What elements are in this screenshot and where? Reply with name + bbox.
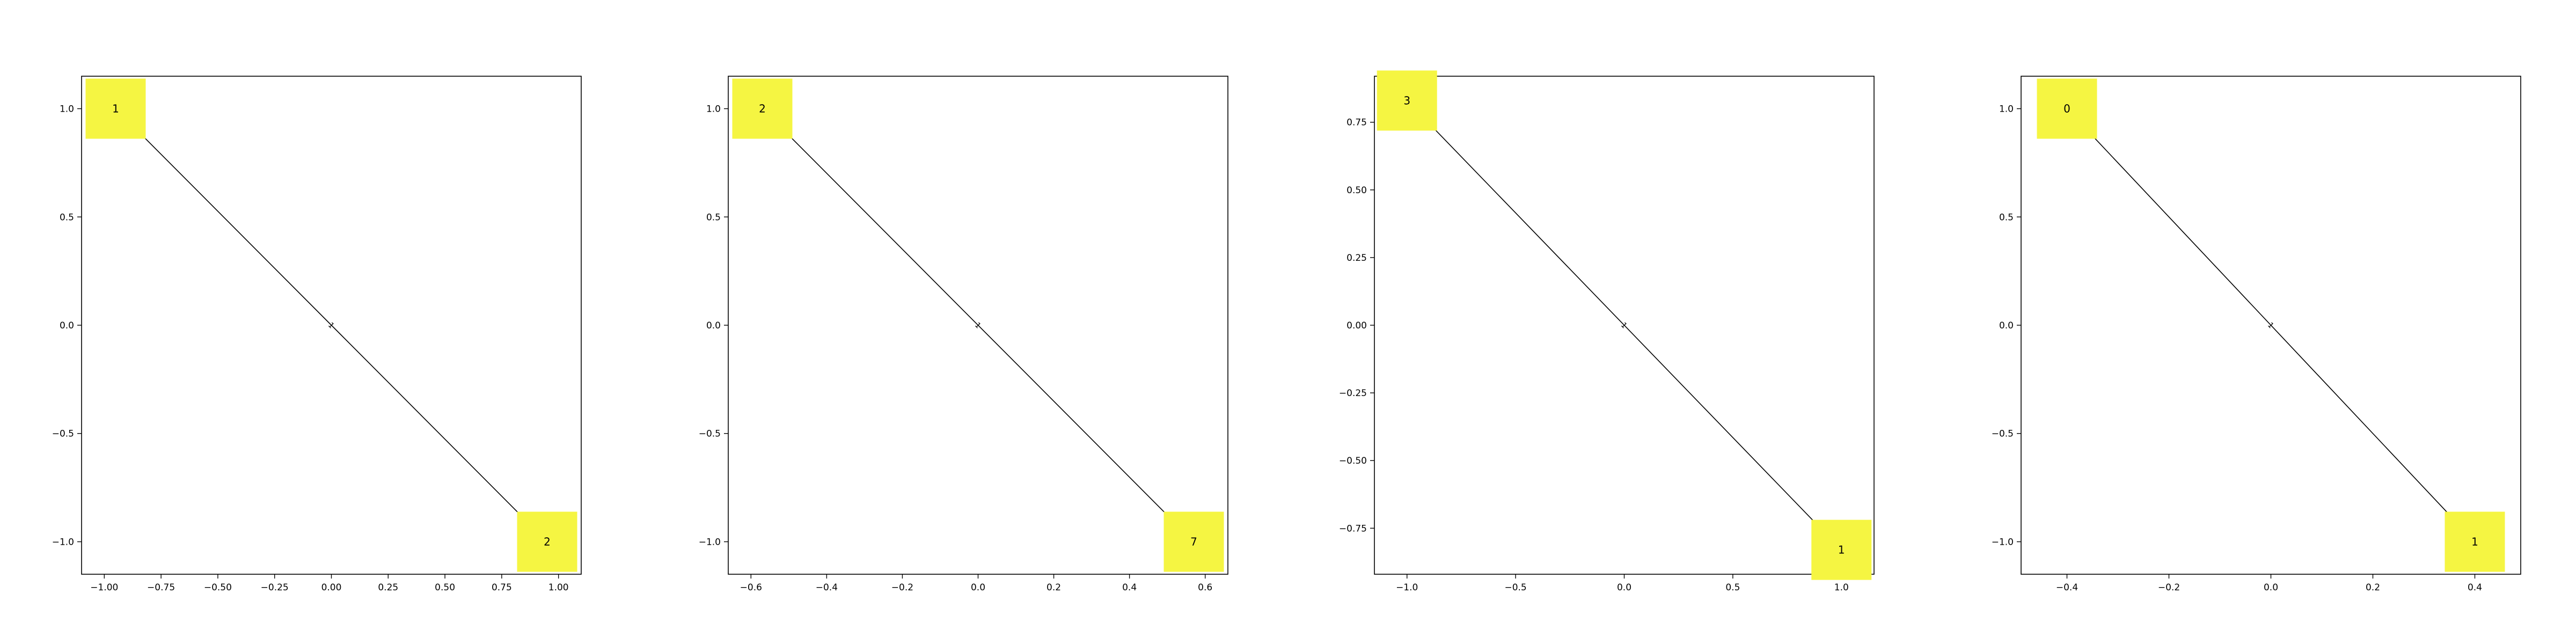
x-tick-label: 0.0 [2264, 582, 2278, 593]
node-label: 2 [759, 103, 766, 115]
edge-line [2066, 108, 2476, 543]
node-box [2445, 511, 2505, 572]
network-panel-1: −1.00 −0.75 −0.50 −0.25 0.00 0.25 0.50 0.75 1.00… [52, 76, 582, 593]
y-tick-label: 0.0 [706, 320, 721, 331]
x-tick-label: 0.4 [1122, 582, 1137, 593]
edge-line [762, 108, 1195, 543]
x-tick-label: −0.50 [204, 582, 232, 593]
node-label: 0 [2063, 103, 2070, 115]
edge-line [115, 108, 548, 543]
network-panel-2: −0.6 −0.4 −0.2 0.0 0.2 0.4 0.6 −1.0 −0.5 0.0 0.5 1.… [699, 76, 1228, 593]
x-tick-label: −0.4 [2056, 582, 2078, 593]
x-tick-label: −0.5 [1504, 582, 1526, 593]
x-tick-label: 1.0 [1834, 582, 1849, 593]
node-label: 2 [544, 535, 551, 548]
y-tick-label: 0.5 [1999, 212, 2014, 223]
node-label: 3 [1403, 94, 1410, 107]
x-tick-label: 1.00 [548, 582, 569, 593]
x-tick-label: 0.5 [1725, 582, 1740, 593]
y-tick-label: −0.5 [52, 429, 74, 440]
node-box [517, 511, 577, 572]
y-tick-label: 1.0 [1999, 104, 2014, 115]
y-tick-label: 0.0 [60, 320, 74, 331]
y-tick-label: 1.0 [60, 104, 74, 115]
y-tick-label: 1.0 [706, 104, 721, 115]
node-box [1163, 511, 1224, 572]
network-panel-3: −1.0 −0.5 0.0 0.5 1.0 −0.75 −0.50 −0.25 0.00 0.25… [1339, 70, 1875, 593]
x-tick-label: −0.25 [261, 582, 289, 593]
x-tick-label: −0.6 [740, 582, 762, 593]
y-tick-label: 0.50 [1346, 185, 1367, 196]
y-tick-label: 0.75 [1346, 118, 1367, 128]
y-tick-label: 0.00 [1346, 320, 1367, 331]
y-tick-label: 0.5 [706, 212, 721, 223]
y-tick-label: 0.5 [60, 212, 74, 223]
x-tick-label: 0.75 [492, 582, 512, 593]
node-label: 7 [1190, 535, 1197, 548]
y-tick-label: −1.0 [699, 537, 721, 547]
x-tick-label: −0.2 [2158, 582, 2180, 593]
y-tick-label: −0.75 [1339, 523, 1367, 534]
x-tick-label: 0.2 [1046, 582, 1061, 593]
node-box [2037, 78, 2097, 139]
x-tick-label: 0.6 [1198, 582, 1212, 593]
y-tick-label: 0.25 [1346, 253, 1367, 264]
x-tick-label: 0.0 [971, 582, 985, 593]
node-label: 1 [112, 103, 119, 115]
y-tick-label: −0.5 [699, 429, 721, 440]
x-tick-label: 0.4 [2468, 582, 2482, 593]
edge-line [1407, 100, 1842, 551]
y-tick-label: −1.0 [52, 537, 74, 547]
x-tick-label: 0.25 [378, 582, 398, 593]
node-label: 1 [2471, 535, 2478, 548]
node-box [1377, 70, 1437, 131]
y-tick-label: −0.25 [1339, 388, 1367, 399]
x-tick-label: −0.4 [816, 582, 838, 593]
x-tick-label: −1.00 [90, 582, 118, 593]
x-tick-label: 0.50 [435, 582, 455, 593]
y-tick-label: 0.0 [1999, 320, 2014, 331]
node-box [85, 78, 146, 139]
y-tick-label: −0.50 [1339, 456, 1367, 466]
x-tick-label: 0.0 [1617, 582, 1631, 593]
y-tick-label: −0.5 [1992, 429, 2014, 440]
node-box [1811, 519, 1872, 580]
x-tick-label: 0.00 [321, 582, 342, 593]
node-label: 1 [1838, 544, 1845, 557]
x-tick-label: 0.2 [2366, 582, 2380, 593]
y-tick-label: −1.0 [1992, 537, 2014, 547]
x-tick-label: −0.75 [147, 582, 175, 593]
x-tick-label: −1.0 [1396, 582, 1418, 593]
node-box [732, 78, 793, 139]
x-tick-label: −0.2 [891, 582, 913, 593]
